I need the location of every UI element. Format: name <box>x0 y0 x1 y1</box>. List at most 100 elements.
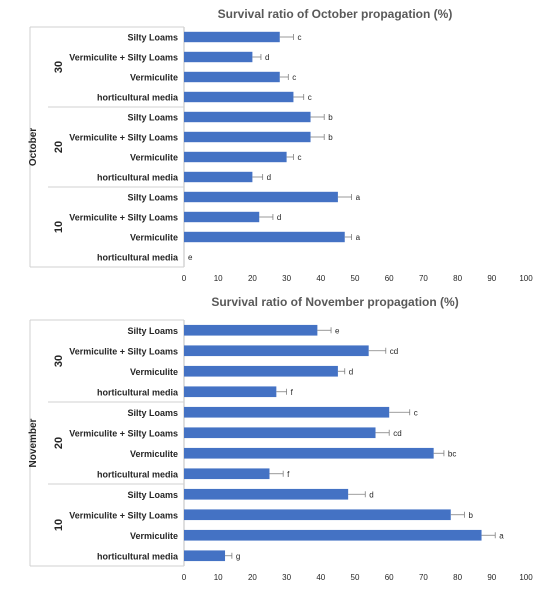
group-label: 20 <box>53 437 65 449</box>
x-tick-label: 40 <box>316 274 325 283</box>
x-tick-label: 20 <box>248 573 257 582</box>
category-label: Vermiculite + Silty Loams <box>69 510 178 520</box>
significance-letter: a <box>356 193 361 202</box>
x-tick-label: 100 <box>519 573 533 582</box>
bar <box>184 324 318 336</box>
bar <box>184 447 434 459</box>
significance-letter: d <box>267 173 271 182</box>
group-label: 10 <box>53 221 65 233</box>
bar <box>184 529 482 541</box>
bar <box>184 131 311 143</box>
category-label: Vermiculite <box>130 449 178 459</box>
category-label: horticultural media <box>97 387 179 397</box>
significance-letter: d <box>349 367 353 376</box>
x-tick-label: 80 <box>453 573 462 582</box>
bar <box>184 91 294 103</box>
bar <box>184 151 287 163</box>
x-tick-label: 70 <box>419 573 428 582</box>
significance-letter: e <box>335 326 340 335</box>
category-label: Vermiculite + Silty Loams <box>69 53 178 63</box>
significance-letter: cd <box>393 429 401 438</box>
bar <box>184 171 253 183</box>
category-label: horticultural media <box>97 173 179 183</box>
x-tick-label: 30 <box>282 274 291 283</box>
significance-letter: c <box>308 93 312 102</box>
significance-letter: d <box>277 213 281 222</box>
x-tick-label: 50 <box>351 274 360 283</box>
bar <box>184 509 451 521</box>
category-label: Silty Loams <box>127 408 178 418</box>
category-label: Vermiculite + Silty Loams <box>69 213 178 223</box>
x-tick-label: 60 <box>385 274 394 283</box>
bar <box>184 345 369 357</box>
significance-letter: b <box>468 511 473 520</box>
x-tick-label: 20 <box>248 274 257 283</box>
x-tick-label: 0 <box>182 274 187 283</box>
bar <box>184 31 280 43</box>
chart-title: Survival ratio of October propagation (%… <box>218 7 453 21</box>
category-label: Vermiculite + Silty Loams <box>69 428 178 438</box>
category-label: horticultural media <box>97 93 179 103</box>
significance-letter: c <box>297 153 301 162</box>
category-label: Vermiculite <box>130 153 178 163</box>
category-label: horticultural media <box>97 253 179 263</box>
category-label: Vermiculite + Silty Loams <box>69 346 178 356</box>
category-label: Vermiculite <box>130 73 178 83</box>
outer-group-label: November <box>28 418 39 467</box>
bar <box>184 211 260 223</box>
x-tick-label: 30 <box>282 573 291 582</box>
x-tick-label: 80 <box>453 274 462 283</box>
category-label: Silty Loams <box>127 113 178 123</box>
x-tick-label: 60 <box>385 573 394 582</box>
x-tick-label: 40 <box>316 573 325 582</box>
category-label: Silty Loams <box>127 490 178 500</box>
significance-letter: d <box>369 490 373 499</box>
category-label: horticultural media <box>97 551 179 561</box>
bar <box>184 386 277 398</box>
significance-letter: c <box>414 408 418 417</box>
category-label: Vermiculite + Silty Loams <box>69 133 178 143</box>
bar <box>184 427 376 439</box>
significance-letter: c <box>297 33 301 42</box>
category-label: Vermiculite <box>130 233 178 243</box>
outer-group-label: October <box>28 128 39 166</box>
bar <box>184 468 270 480</box>
significance-letter: a <box>356 233 361 242</box>
category-label: Vermiculite <box>130 367 178 377</box>
bar <box>184 71 280 83</box>
significance-letter: b <box>328 133 333 142</box>
significance-letter: e <box>188 253 193 262</box>
significance-letter: g <box>236 552 240 561</box>
x-tick-label: 70 <box>419 274 428 283</box>
significance-letter: b <box>328 113 333 122</box>
significance-letter: f <box>291 388 294 397</box>
category-label: Silty Loams <box>127 33 178 43</box>
significance-letter: bc <box>448 449 456 458</box>
significance-letter: c <box>292 73 296 82</box>
bar <box>184 191 338 203</box>
significance-letter: d <box>265 53 269 62</box>
category-label: horticultural media <box>97 469 179 479</box>
group-label: 30 <box>53 355 65 367</box>
group-label: 20 <box>53 141 65 153</box>
bar <box>184 365 338 377</box>
bar <box>184 488 349 500</box>
bar <box>184 231 345 243</box>
x-tick-label: 50 <box>351 573 360 582</box>
x-tick-label: 90 <box>487 573 496 582</box>
x-tick-label: 90 <box>487 274 496 283</box>
chart-title: Survival ratio of November propagation (… <box>211 295 458 309</box>
group-label: 30 <box>53 61 65 73</box>
bar <box>184 51 253 63</box>
x-tick-label: 100 <box>519 274 533 283</box>
bar <box>184 406 390 418</box>
significance-letter: f <box>287 470 290 479</box>
bar <box>184 550 226 562</box>
bar <box>184 111 311 123</box>
group-label: 10 <box>53 519 65 531</box>
x-tick-label: 10 <box>214 573 223 582</box>
category-label: Silty Loams <box>127 193 178 203</box>
significance-letter: cd <box>390 347 398 356</box>
